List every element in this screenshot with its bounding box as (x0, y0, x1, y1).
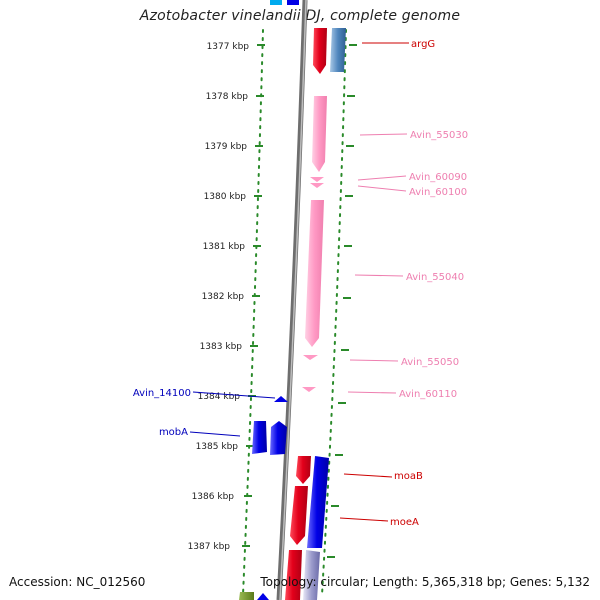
gene-label-moeA[interactable]: moeA (390, 517, 419, 528)
svg-text:1383 kbp: 1383 kbp (200, 342, 243, 352)
gene-label-mobA[interactable]: mobA (159, 427, 188, 438)
gene-Avin_55040[interactable] (305, 200, 324, 347)
gene-moaB[interactable] (296, 456, 311, 484)
feature-bottom-blue[interactable] (257, 593, 269, 600)
genome-backbone-highlight (279, 0, 307, 600)
gene-label-argG[interactable]: argG (411, 39, 435, 50)
feature-top-cyan[interactable] (270, 0, 282, 5)
tick-1385: 1385 kbp (196, 442, 343, 456)
gene-next-red[interactable] (285, 550, 302, 600)
svg-text:1382 kbp: 1382 kbp (202, 292, 245, 302)
accession-text: Accession: NC_012560 (9, 575, 146, 589)
svg-text:1384 kbp: 1384 kbp (198, 392, 241, 402)
tick-1379: 1379 kbp (205, 142, 354, 152)
svg-text:1377 kbp: 1377 kbp (207, 42, 250, 52)
tick-unit: kbp (227, 292, 244, 302)
tick-label-1382: 1382 (202, 292, 225, 302)
gene-argG-partner[interactable] (330, 28, 346, 72)
tick-label-1386: 1386 (192, 492, 215, 502)
tick-unit: kbp (230, 142, 247, 152)
tick-label-1384: 1384 (198, 392, 221, 402)
tick-unit: kbp (217, 492, 234, 502)
gene-label-Avin_60110[interactable]: Avin_60110 (399, 389, 457, 400)
tick-unit: kbp (225, 342, 242, 352)
svg-text:1386 kbp: 1386 kbp (192, 492, 235, 502)
gene-Avin_55050[interactable] (303, 355, 318, 360)
tick-label-1379: 1379 (205, 142, 228, 152)
gene-label-Avin_60100[interactable]: Avin_60100 (409, 187, 467, 198)
gene-label-Avin_55030[interactable]: Avin_55030 (410, 130, 468, 141)
tick-1387: 1387 kbp (188, 542, 335, 558)
svg-text:1379 kbp: 1379 kbp (205, 142, 248, 152)
tick-unit: kbp (231, 92, 248, 102)
gene-mobA[interactable] (252, 421, 267, 454)
tick-1381: 1381 kbp (203, 242, 352, 252)
map-title: Azotobacter vinelandii DJ, complete geno… (139, 8, 461, 24)
svg-text:1387 kbp: 1387 kbp (188, 542, 231, 552)
tick-unit: kbp (221, 442, 238, 452)
tick-label-1387: 1387 (188, 542, 211, 552)
tick-label-1383: 1383 (200, 342, 223, 352)
gene-mobA-2[interactable] (270, 421, 287, 455)
gene-label-Avin_60090[interactable]: Avin_60090 (409, 172, 467, 183)
tick-1382: 1382 kbp (202, 292, 351, 302)
tick-1383: 1383 kbp (200, 342, 349, 352)
tick-label-1380: 1380 (204, 192, 227, 202)
tick-label-1378: 1378 (206, 92, 229, 102)
feature-top-blue[interactable] (287, 0, 299, 5)
tick-1380: 1380 kbp (204, 192, 353, 202)
gene-moeA[interactable] (307, 456, 329, 548)
tick-unit: kbp (229, 192, 246, 202)
gene-label-Avin_14100[interactable]: Avin_14100 (133, 388, 191, 399)
genome-backbone (276, 0, 308, 600)
gene-moeA-red[interactable] (290, 486, 308, 545)
tick-unit: kbp (232, 42, 249, 52)
ruler-inner-dotted (321, 29, 347, 596)
svg-text:1378 kbp: 1378 kbp (206, 92, 249, 102)
svg-text:1385 kbp: 1385 kbp (196, 442, 239, 452)
gene-label-Avin_55050[interactable]: Avin_55050 (401, 357, 459, 368)
svg-text:1380 kbp: 1380 kbp (204, 192, 247, 202)
gene-next-lavender[interactable] (303, 550, 320, 600)
gene-Avin_60110[interactable] (302, 387, 316, 392)
genome-summary-text: Topology: circular; Length: 5,365,318 bp… (260, 575, 590, 589)
gene-Avin_55030[interactable] (312, 96, 327, 172)
tick-unit: kbp (223, 392, 240, 402)
tick-1386: 1386 kbp (192, 492, 339, 507)
tick-label-1381: 1381 (203, 242, 226, 252)
tick-label-1377: 1377 (207, 42, 230, 52)
gene-next-olive[interactable] (239, 592, 254, 600)
gene-Avin_14100[interactable] (274, 396, 288, 402)
svg-text:1381 kbp: 1381 kbp (203, 242, 246, 252)
tick-1378: 1378 kbp (206, 92, 355, 102)
gene-Avin_60100[interactable] (310, 183, 324, 188)
ruler-outer-dotted (242, 29, 264, 596)
tick-label-1385: 1385 (196, 442, 219, 452)
gene-label-Avin_55040[interactable]: Avin_55040 (406, 272, 464, 283)
tick-1377: 1377 kbp (207, 42, 357, 52)
tick-unit: kbp (228, 242, 245, 252)
tick-unit: kbp (213, 542, 230, 552)
gene-label-moaB[interactable]: moaB (394, 471, 423, 482)
gene-Avin_60090[interactable] (310, 177, 324, 182)
gene-argG[interactable] (313, 28, 327, 74)
